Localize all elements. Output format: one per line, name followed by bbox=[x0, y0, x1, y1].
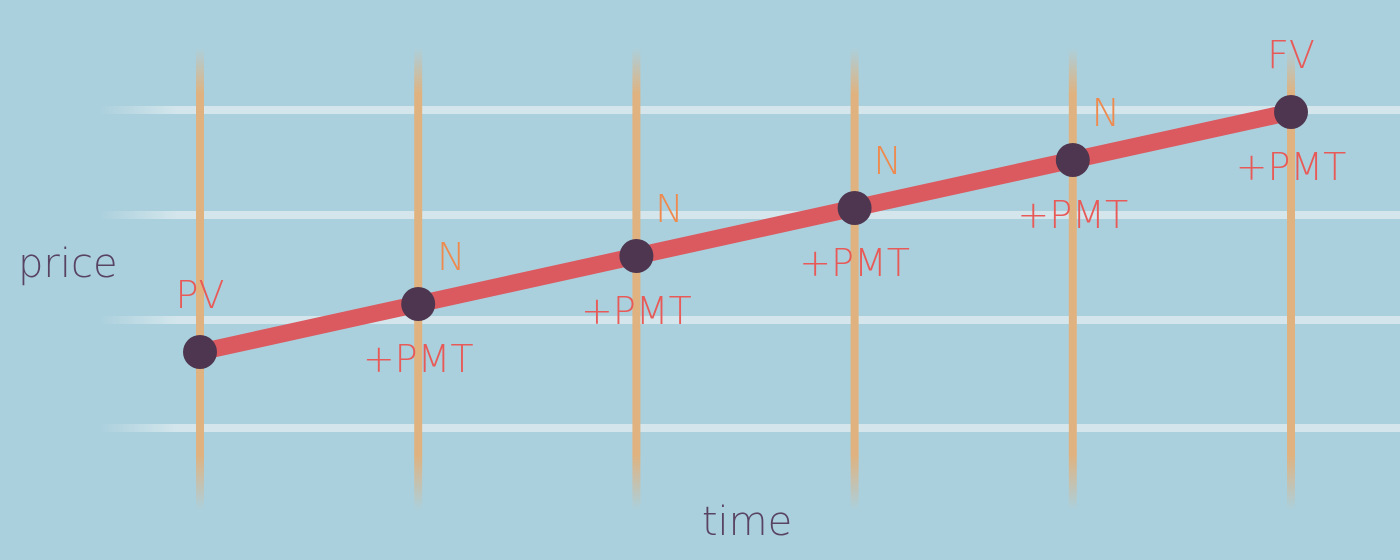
payment-label-5: +PMT bbox=[1236, 145, 1347, 189]
value-points bbox=[183, 95, 1308, 369]
value-point-3 bbox=[837, 191, 872, 225]
point-label-pv: PV bbox=[176, 273, 225, 317]
point-labels: PV N +PMT N +PMT N +PMT N +PMT FV +PMT bbox=[176, 33, 1347, 381]
period-label-2: N bbox=[655, 187, 683, 231]
period-label-3: N bbox=[873, 139, 901, 183]
payment-label-1: +PMT bbox=[363, 337, 474, 381]
time-marker-2 bbox=[632, 48, 641, 510]
time-marker-3 bbox=[850, 48, 859, 510]
point-label-fv: FV bbox=[1267, 33, 1315, 77]
x-axis-label: time bbox=[702, 499, 792, 545]
payment-label-4: +PMT bbox=[1017, 193, 1128, 237]
value-point-1 bbox=[401, 287, 436, 321]
value-line bbox=[191, 103, 1300, 361]
gridline-2 bbox=[100, 211, 1400, 219]
time-markers bbox=[196, 48, 1295, 510]
period-label-1: N bbox=[437, 235, 465, 279]
gridline-1 bbox=[100, 106, 1400, 114]
value-point-2 bbox=[619, 239, 654, 273]
gridline-3 bbox=[100, 316, 1400, 324]
gridline-4 bbox=[100, 424, 1400, 432]
payment-label-3: +PMT bbox=[799, 241, 910, 285]
time-marker-4 bbox=[1068, 48, 1077, 510]
gridlines bbox=[100, 106, 1400, 432]
value-point-5 bbox=[1274, 95, 1308, 129]
time-marker-0 bbox=[196, 48, 204, 510]
value-point-4 bbox=[1055, 143, 1090, 177]
y-axis-label: price bbox=[18, 241, 118, 287]
payment-label-2: +PMT bbox=[581, 289, 692, 333]
period-label-4: N bbox=[1092, 91, 1120, 135]
value-point-0 bbox=[183, 335, 217, 369]
time-marker-1 bbox=[414, 48, 423, 510]
value-line-group bbox=[191, 103, 1300, 361]
time-marker-5 bbox=[1287, 48, 1295, 510]
